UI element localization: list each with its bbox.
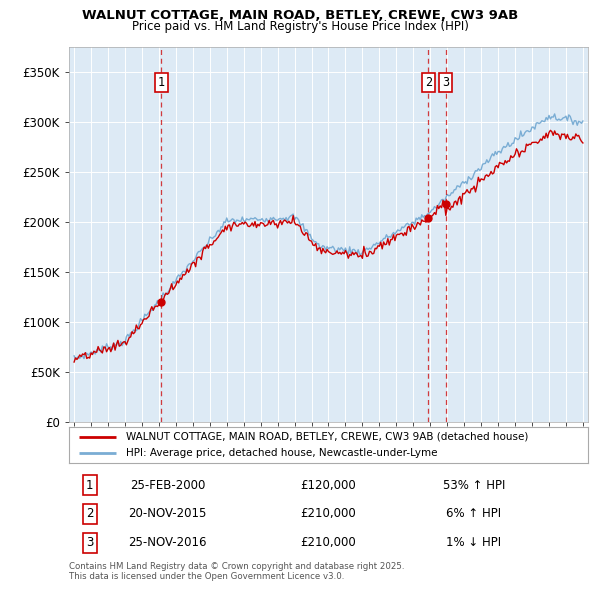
- Text: 2: 2: [425, 76, 432, 88]
- Text: Price paid vs. HM Land Registry's House Price Index (HPI): Price paid vs. HM Land Registry's House …: [131, 20, 469, 33]
- Text: 1% ↓ HPI: 1% ↓ HPI: [446, 536, 502, 549]
- Text: £120,000: £120,000: [301, 478, 356, 491]
- Text: 1: 1: [158, 76, 165, 88]
- Text: 1: 1: [86, 478, 94, 491]
- Text: 25-FEB-2000: 25-FEB-2000: [130, 478, 205, 491]
- Text: WALNUT COTTAGE, MAIN ROAD, BETLEY, CREWE, CW3 9AB: WALNUT COTTAGE, MAIN ROAD, BETLEY, CREWE…: [82, 9, 518, 22]
- Text: 6% ↑ HPI: 6% ↑ HPI: [446, 507, 502, 520]
- Text: 3: 3: [86, 536, 94, 549]
- Text: 3: 3: [442, 76, 449, 88]
- Text: HPI: Average price, detached house, Newcastle-under-Lyme: HPI: Average price, detached house, Newc…: [126, 448, 437, 458]
- Text: £210,000: £210,000: [301, 536, 356, 549]
- Text: 20-NOV-2015: 20-NOV-2015: [128, 507, 207, 520]
- Text: 25-NOV-2016: 25-NOV-2016: [128, 536, 207, 549]
- Text: 53% ↑ HPI: 53% ↑ HPI: [443, 478, 505, 491]
- Text: WALNUT COTTAGE, MAIN ROAD, BETLEY, CREWE, CW3 9AB (detached house): WALNUT COTTAGE, MAIN ROAD, BETLEY, CREWE…: [126, 432, 529, 442]
- Text: Contains HM Land Registry data © Crown copyright and database right 2025.
This d: Contains HM Land Registry data © Crown c…: [69, 562, 404, 581]
- Text: 2: 2: [86, 507, 94, 520]
- Text: £210,000: £210,000: [301, 507, 356, 520]
